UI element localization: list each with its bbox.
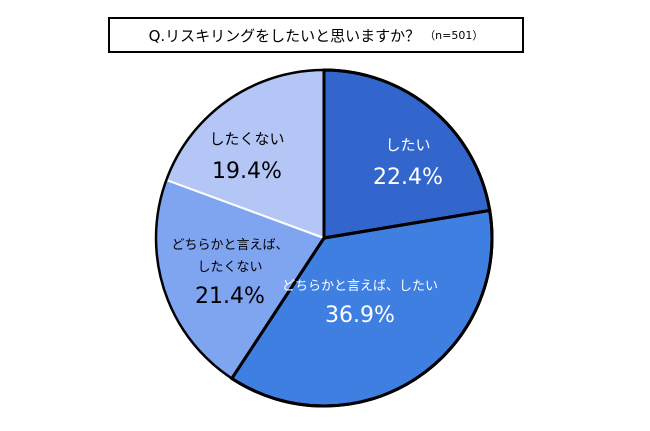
slice-value-2: 36.9% xyxy=(325,303,395,328)
slice-label-4: したくない xyxy=(209,130,284,148)
pie-slice-1 xyxy=(322,68,492,240)
slice-label-3: したくない xyxy=(197,260,262,275)
pie-slice-border-2 xyxy=(229,208,494,408)
chart-title: Q.リスキリングをしたいと思いますか？ xyxy=(148,26,421,45)
slice-label-3: どちらかと言えば、 xyxy=(171,238,288,253)
slice-label-1: したい xyxy=(385,136,430,154)
pie-slice-border-1 xyxy=(322,68,492,240)
chart-title-box: Q.リスキリングをしたいと思いますか？ （n=501） xyxy=(108,17,524,53)
sample-size: （n=501） xyxy=(424,29,484,42)
slice-value-1: 22.4% xyxy=(373,165,443,190)
slice-value-3: 21.4% xyxy=(195,284,265,309)
slice-value-4: 19.4% xyxy=(212,159,282,184)
slice-label-2: どちらかと言えば、したい xyxy=(282,279,438,294)
